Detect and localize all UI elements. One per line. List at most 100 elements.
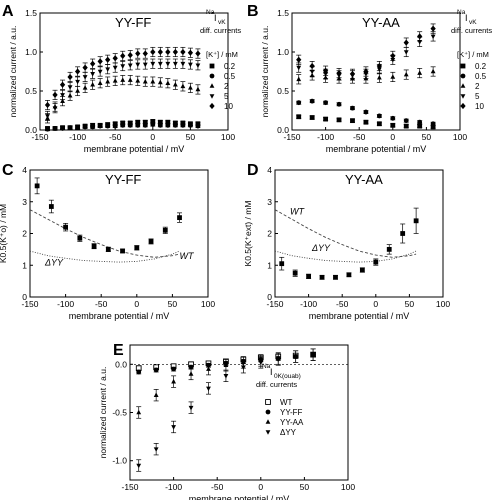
x-tick-label: 100 <box>453 132 467 142</box>
data-point <box>82 75 88 80</box>
data-point <box>386 246 392 252</box>
panel-label: D <box>247 162 259 179</box>
data-point <box>195 123 201 129</box>
y-tick-label: 1 <box>267 260 272 270</box>
legend-entry: 0.5 <box>475 72 487 81</box>
y-tick-label: -0.5 <box>112 408 127 418</box>
legend-entry: 0.5 <box>224 72 236 81</box>
data-point <box>322 67 329 74</box>
panel-label: A <box>2 3 14 20</box>
data-point <box>417 119 423 125</box>
curve-1 <box>274 250 417 263</box>
data-point <box>180 61 186 67</box>
data-point <box>376 74 382 80</box>
data-point <box>430 121 436 127</box>
plot-frame <box>29 169 209 298</box>
data-point <box>165 61 171 67</box>
chart-title: YY-FF <box>115 15 151 30</box>
plot-frame <box>129 344 349 481</box>
x-tick-label: -150 <box>266 299 283 309</box>
legend-marker <box>209 83 215 88</box>
data-point <box>333 274 338 280</box>
legend-marker <box>265 419 271 424</box>
panel-a: A -150 -100 -50 0 50 100 0.0 0.5 1.0 1.5 membrane p… <box>2 3 241 154</box>
data-point <box>157 48 163 56</box>
legend-i: I <box>465 13 468 23</box>
x-tick-label: 0 <box>134 299 139 309</box>
x-tick-label: -100 <box>317 132 334 142</box>
data-point <box>376 113 382 119</box>
data-point <box>350 105 355 111</box>
x-tick-label: 100 <box>221 132 235 142</box>
data-point <box>359 267 365 273</box>
legend-marker <box>265 399 271 405</box>
data-point <box>172 61 178 67</box>
data-point <box>275 357 281 363</box>
x-tick-label: 50 <box>186 132 196 142</box>
data-point <box>350 118 355 124</box>
data-point <box>206 386 211 392</box>
data-point <box>171 378 176 384</box>
data-point <box>97 80 103 85</box>
data-point <box>171 425 176 430</box>
x-axis-label: membrane potential / mV <box>309 311 410 321</box>
data-point <box>120 52 126 60</box>
series-1 <box>296 98 436 127</box>
data-point <box>336 101 342 107</box>
data-point <box>63 224 68 230</box>
panel-b: B -150 -100 -50 0 50 100 0.0 0.5 1.0 1.5 membrane p… <box>247 3 492 154</box>
data-point <box>417 33 423 40</box>
data-point <box>417 70 423 75</box>
y-tick-label: 0 <box>267 292 272 302</box>
legend-sub: vK <box>469 19 477 26</box>
y-tick-label: 1.5 <box>25 8 37 18</box>
data-point <box>363 68 369 75</box>
data-point <box>172 48 178 56</box>
legend-entry: 0.2 <box>224 62 236 71</box>
annotation: ΔYY <box>311 243 331 253</box>
data-point <box>403 50 409 55</box>
x-tick-label: -100 <box>57 299 74 309</box>
legend-entry: 5 <box>475 92 480 101</box>
y-tick-label: 4 <box>22 165 27 175</box>
x-tick-label: 50 <box>422 132 432 142</box>
data-point <box>165 48 171 56</box>
annotation: WT <box>180 251 195 261</box>
data-point <box>75 79 80 85</box>
data-point <box>188 62 193 68</box>
legend-k: [K⁺] / mM <box>457 50 489 59</box>
data-point <box>91 243 97 249</box>
data-point <box>430 34 436 40</box>
data-point <box>376 62 382 70</box>
data-point <box>90 60 96 67</box>
y-tick-label: 1 <box>22 260 27 270</box>
y-axis-label: normalized current / a.u. <box>8 26 18 118</box>
y-tick-label: 2 <box>22 229 27 239</box>
data-point <box>153 367 159 373</box>
data-point <box>188 122 193 128</box>
plot-frame <box>291 12 461 131</box>
x-axis-label: membrane potential / mV <box>84 144 185 154</box>
data-point <box>319 274 325 280</box>
panel-e: E -150 -100 -50 0 50 100 -1.0 -0.5 0.0 membrane po… <box>98 342 355 500</box>
data-point <box>180 83 186 89</box>
legend-entry: ΔYY <box>280 428 297 437</box>
data-point <box>363 109 369 115</box>
legend-marker <box>265 430 271 435</box>
legend-marker <box>460 73 466 79</box>
data-point <box>403 39 409 46</box>
data-point <box>258 360 264 366</box>
data-point <box>90 82 96 87</box>
series-3 <box>136 348 316 472</box>
data-point <box>59 81 66 88</box>
data-point <box>430 25 436 32</box>
legend-marker <box>460 83 466 88</box>
data-point <box>400 231 406 236</box>
data-point <box>82 64 88 71</box>
x-tick-label: 0 <box>373 299 378 309</box>
data-point <box>349 70 356 77</box>
data-point <box>180 122 186 128</box>
data-point <box>127 63 133 69</box>
y-axis-label: normalized current / a.u. <box>98 367 108 459</box>
